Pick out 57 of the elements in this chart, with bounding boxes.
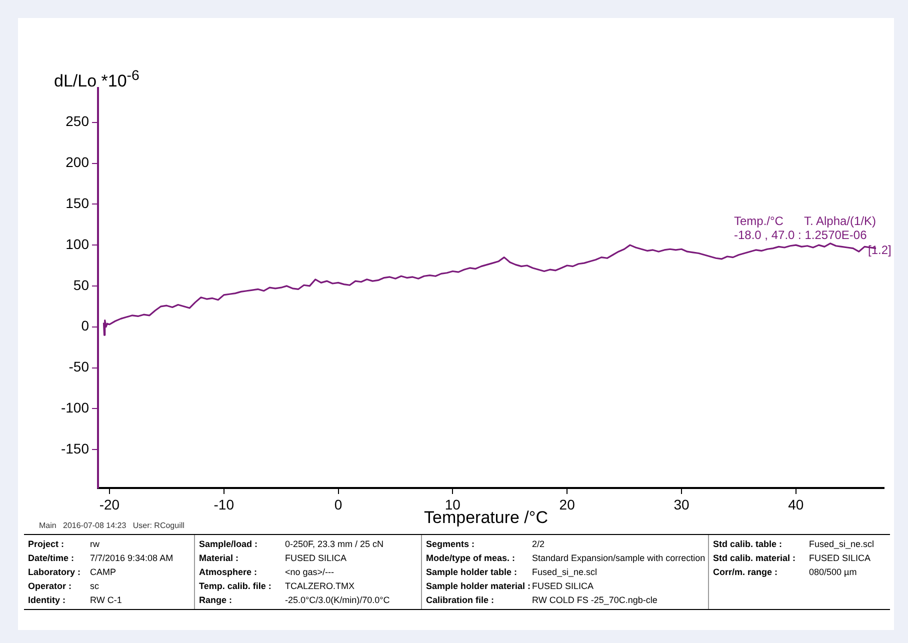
text: Project : — [28, 538, 66, 551]
x-tick-label: -10 — [214, 496, 234, 512]
y-tick-label: -150 — [60, 440, 90, 456]
x-tick-label: 20 — [559, 496, 576, 512]
annotation: -18.0 , 47.0 : 1.2570E-06 — [734, 228, 867, 242]
text: CAMP — [90, 566, 118, 579]
y-tick-label: 200 — [66, 154, 90, 170]
text: Identity : — [28, 594, 66, 607]
annotation: Temp./°C — [734, 214, 784, 228]
text: Sample holder table : — [426, 566, 518, 579]
text: 2/2 — [532, 538, 546, 551]
x-tick-label: 40 — [788, 496, 804, 512]
text: Std calib. material : — [713, 552, 797, 565]
text: Sample/load : — [199, 538, 259, 551]
text: Date/time : — [28, 552, 76, 565]
text: Mode/type of meas. : — [426, 552, 516, 565]
text: Segments : — [426, 538, 476, 551]
text: Fused_si_ne.scl — [532, 566, 598, 579]
text: <no gas>/--- — [285, 566, 336, 579]
text: 0-250F, 23.3 mm / 25 cN — [285, 538, 385, 551]
text: Operator : — [28, 580, 73, 593]
text: Material : — [199, 552, 240, 565]
text: 7/7/2016 9:34:08 AM — [90, 552, 174, 565]
y-axis-title: dL/Lo *10$^{-6}$ — [54, 68, 140, 92]
y-tick-label: 0 — [81, 318, 90, 334]
y-tick-label: 150 — [66, 195, 90, 212]
y-tick-label: -100 — [60, 400, 90, 416]
text: Main 2016-07-08 14:23 User: RCoguill — [39, 521, 184, 530]
text: RW C-1 — [90, 594, 123, 607]
text: Calibration file : — [426, 594, 496, 607]
text: Corr/m. range : — [713, 566, 779, 579]
annotation: [1.2] — [868, 243, 892, 257]
text: sc — [90, 580, 100, 593]
text: TCALZERO.TMX — [285, 580, 356, 593]
text: Fused_si_ne.scl — [809, 538, 876, 551]
y-tick-label: -50 — [68, 358, 90, 375]
x-tick-label: -20 — [99, 496, 120, 512]
y-tick-label: 100 — [66, 236, 90, 252]
text: Laboratory : — [28, 566, 82, 579]
x-tick-label: 0 — [334, 496, 342, 512]
text: FUSED SILICA — [285, 552, 348, 565]
text: Sample holder material : — [426, 580, 532, 593]
y-tick-label: 50 — [73, 276, 90, 293]
text: RW COLD FS -25_70C.ngb-cle — [532, 594, 658, 607]
text: FUSED SILICA — [809, 552, 872, 565]
annotation: T. Alpha/(1/K) — [804, 214, 876, 228]
text: FUSED SILICA — [532, 580, 595, 593]
x-tick-label: 30 — [674, 496, 690, 512]
text: -25.0°C/3.0(K/min)/70.0°C — [285, 594, 391, 607]
text: rw — [90, 538, 100, 551]
text: Range : — [199, 594, 234, 607]
text: Temp. calib. file : — [199, 580, 272, 593]
text: Atmosphere : — [199, 566, 258, 579]
text: 080/500 µm — [809, 566, 858, 579]
y-tick-label: 250 — [66, 113, 90, 130]
text: Std calib. table : — [713, 538, 784, 551]
text: Standard Expansion/sample with correction — [532, 552, 706, 565]
